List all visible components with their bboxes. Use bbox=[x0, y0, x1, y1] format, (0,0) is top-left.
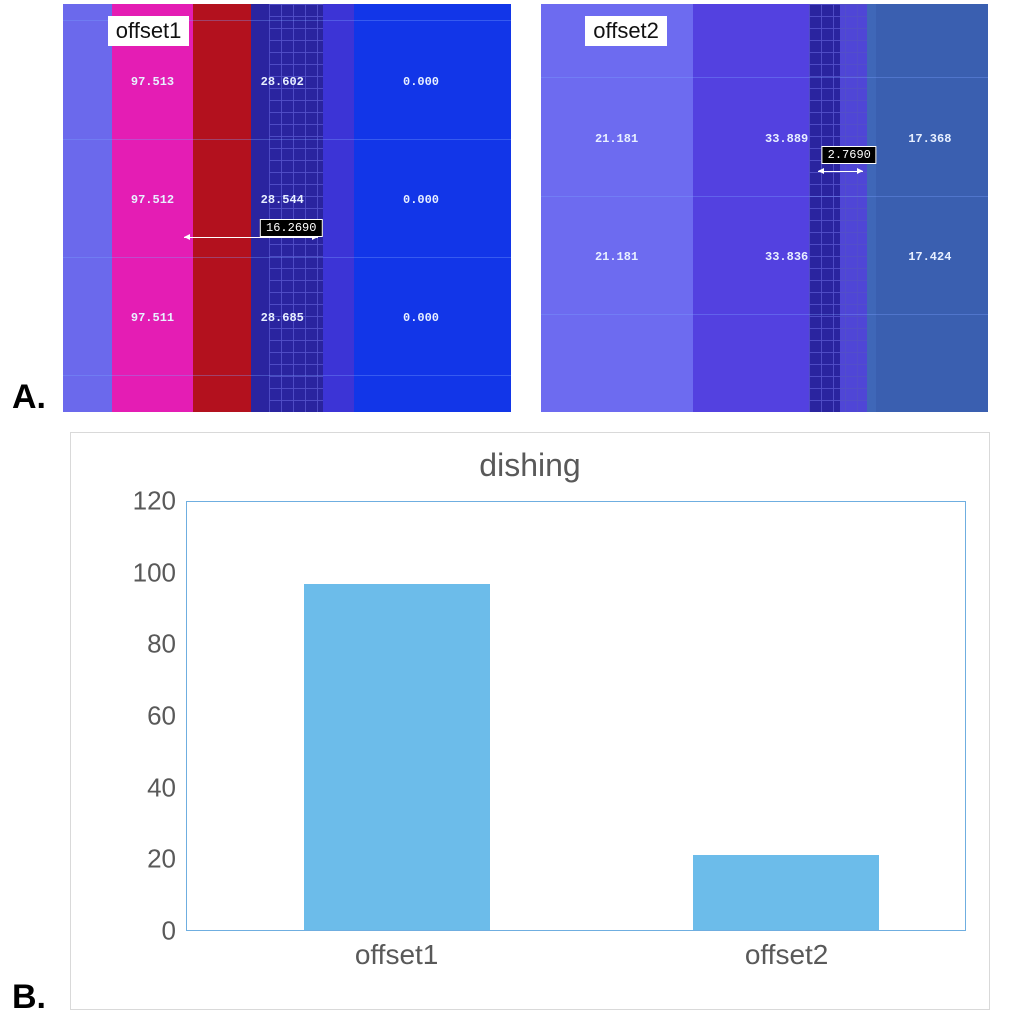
heatmap-value: 97.512 bbox=[131, 193, 174, 207]
measurement-value: 16.2690 bbox=[260, 219, 322, 237]
x-axis: offset1 offset2 bbox=[186, 939, 966, 989]
heatmap-stripe bbox=[867, 4, 876, 412]
section-label-a: A. bbox=[12, 378, 46, 417]
measurement-arrow bbox=[818, 171, 863, 172]
heatmap-stripe bbox=[112, 4, 193, 412]
y-tick-label: 40 bbox=[71, 772, 176, 803]
section-label-b: B. bbox=[12, 978, 46, 1017]
heatmap-offset1: 97.513 28.602 0.000 97.512 28.544 0.000 97.511… bbox=[63, 4, 511, 412]
heatmap-gridline bbox=[541, 196, 989, 197]
measurement-value: 2.7690 bbox=[822, 146, 877, 164]
heatmap-gridline bbox=[63, 257, 511, 258]
heatmap-stripe bbox=[354, 4, 511, 412]
chart-title: dishing bbox=[71, 447, 989, 484]
heatmap-value: 28.685 bbox=[261, 311, 304, 325]
bar bbox=[693, 855, 880, 930]
y-tick-label: 100 bbox=[71, 557, 176, 588]
y-tick-label: 60 bbox=[71, 701, 176, 732]
y-axis: 020406080100120 bbox=[71, 501, 176, 931]
heatmap-value: 97.511 bbox=[131, 311, 174, 325]
heatmap-value: 33.836 bbox=[765, 250, 808, 264]
panel-b: dishing 0 20 40 60 80 100 120 offset1 offset2 bbox=[70, 432, 990, 1010]
heatmap-value: 28.544 bbox=[261, 193, 304, 207]
y-tick-label: 120 bbox=[71, 486, 176, 517]
heatmap-stripe bbox=[63, 4, 112, 412]
heatmap-gridline bbox=[541, 77, 989, 78]
heatmap-value: 97.513 bbox=[131, 75, 174, 89]
heatmap-value: 33.889 bbox=[765, 132, 808, 146]
x-tick-label: offset2 bbox=[745, 939, 829, 971]
heatmap-gridline bbox=[63, 375, 511, 376]
x-tick-label: offset1 bbox=[355, 939, 439, 971]
heatmap-value: 0.000 bbox=[403, 193, 439, 207]
y-tick-label: 20 bbox=[71, 844, 176, 875]
heatmap-offset2: 21.181 33.889 17.368 21.181 33.836 17.424 2.76… bbox=[541, 4, 989, 412]
heatmap-title: offset2 bbox=[585, 16, 667, 46]
heatmap-value: 28.602 bbox=[261, 75, 304, 89]
heatmap-hatch bbox=[809, 4, 867, 412]
panel-a: 97.513 28.602 0.000 97.512 28.544 0.000 97.511… bbox=[63, 4, 988, 412]
heatmap-title: offset1 bbox=[108, 16, 190, 46]
heatmap-value: 0.000 bbox=[403, 75, 439, 89]
heatmap-hatch bbox=[269, 4, 323, 412]
plot-area bbox=[186, 501, 966, 931]
y-tick-label: 80 bbox=[71, 629, 176, 660]
heatmap-value: 21.181 bbox=[595, 250, 638, 264]
heatmap-gridline bbox=[541, 314, 989, 315]
heatmap-value: 0.000 bbox=[403, 311, 439, 325]
heatmap-value: 17.368 bbox=[908, 132, 951, 146]
heatmap-stripe bbox=[693, 4, 809, 412]
bar bbox=[304, 584, 491, 930]
heatmap-gridline bbox=[63, 139, 511, 140]
heatmap-value: 17.424 bbox=[908, 250, 951, 264]
heatmap-value: 21.181 bbox=[595, 132, 638, 146]
heatmap-stripe bbox=[323, 4, 354, 412]
heatmap-stripe bbox=[876, 4, 988, 412]
heatmap-stripe bbox=[541, 4, 693, 412]
heatmap-stripe bbox=[193, 4, 251, 412]
y-tick-label: 0 bbox=[71, 916, 176, 947]
